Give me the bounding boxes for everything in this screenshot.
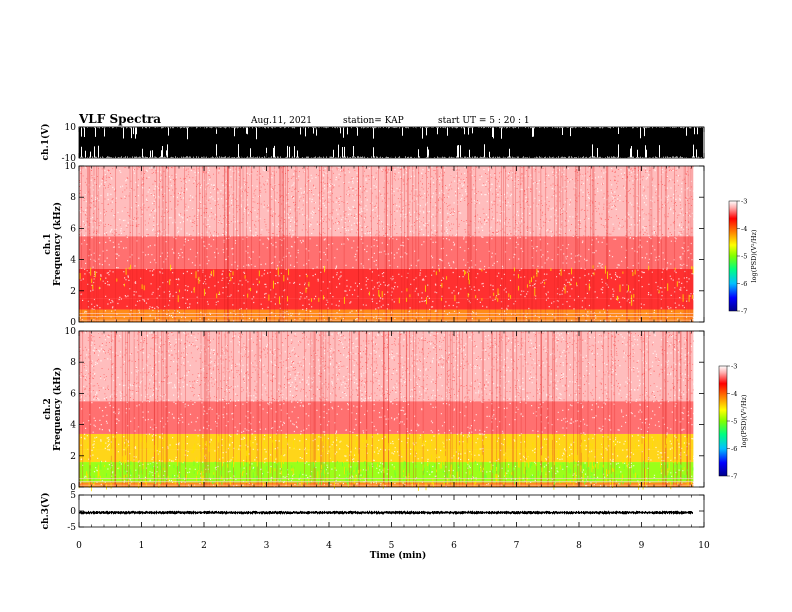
x-tick-label: 10 [698,541,710,551]
colorbar-tick-label: -5 [741,253,747,261]
colorbar-tick-label: -6 [741,280,747,288]
spectrogram-sparks [79,264,694,306]
x-tick-label: 6 [451,541,457,551]
x-tick-label: 2 [201,541,207,551]
x-tick-label: 1 [139,541,145,551]
spectrogram-band [79,462,694,483]
y-tick-label: 4 [70,421,76,431]
ch2-spectrogram-image [78,330,704,492]
ch1-waveform-ylabel: ch.1(V) [40,124,51,161]
x-tick-label: 8 [576,541,582,551]
spectrogram-noise [79,330,694,402]
ch3-waveform-ylabel: ch.3(V) [40,493,51,530]
x-tick-label: 3 [264,541,270,551]
ch1-waveform-panel: 10 -10 ch.1(V) [40,123,705,164]
x-tick-label: 9 [639,541,645,551]
y-tick-label: 8 [70,358,76,368]
time-axis: 0 1 2 3 4 5 6 7 8 9 10 [76,541,710,551]
ch2-colorbar-label: log(PSD)(V²/Hz) [740,394,748,447]
date-label: Aug.11, 2021 [250,116,312,126]
ch2-spectrogram-ylabel-bottom: Frequency (kHz) [52,367,63,451]
ch1-waveform-line [79,127,703,158]
spectrogram-band [79,331,694,402]
ch3-waveform-line [79,510,693,515]
colorbar-tick-label: -4 [731,390,737,398]
ch1-colorbar: -3 -4 -5 -6 -7 log(PSD)(V²/Hz) [728,198,758,316]
colorbar-tick-label: -7 [731,473,737,481]
colorbar-tick-label: -3 [731,363,737,371]
x-tick-label: 0 [76,541,82,551]
ch3-waveform-trace [79,510,693,515]
ch2-colorbar: -3 -4 -5 -6 -7 log(PSD)(V²/Hz) [718,363,748,481]
ch1-colorbar-scale [728,200,738,312]
sferic-lines [79,331,691,487]
ch2-spectrogram-ylabel-top: ch.2 [43,398,53,419]
spectrogram-band [79,433,694,450]
colorbar-tick-label: -3 [741,198,747,206]
y-tick-label: 6 [70,224,76,234]
y-tick-label: 0 [70,507,76,517]
colorbar-tick-label: -5 [731,418,737,426]
colorbar-tick-label: -6 [731,445,737,453]
x-tick-label: 7 [514,541,520,551]
ch1-waveform-trace [79,127,703,158]
colorbar-tick-label: -7 [741,308,747,316]
y-tick-label: -5 [67,523,76,533]
x-axis-label: Time (min) [370,550,427,561]
ch1-spectrogram-image [79,165,704,323]
x-tick-label: 4 [326,541,332,551]
y-tick-label: 0 [70,483,76,493]
colorbar-tick-label: -4 [741,225,747,233]
y-tick-label: 10 [65,162,77,172]
ch1-spectrogram-ylabel-bottom: Frequency (kHz) [52,202,63,286]
y-tick-label: 4 [70,256,76,266]
ch2-spectrogram-panel: 0 2 4 6 8 10 ch.2 Frequency (kHz) -3 -4 -5 -6 -7 … [43,327,748,493]
y-tick-label: 5 [70,491,76,501]
station-label: station= KAP [343,116,404,126]
y-tick-label: 2 [70,287,76,297]
ch1-spectrogram-ylabel-top: ch.1 [43,233,53,254]
y-tick-label: 0 [70,318,76,328]
sferic-lines [81,166,693,322]
spectrogram-band [79,401,694,434]
figure-title: VLF Spectra [78,112,161,126]
y-tick-label: 6 [70,389,76,399]
x-tick-label: 5 [389,541,395,551]
ch1-colorbar-label: log(PSD)(V²/Hz) [750,229,758,282]
ch3-waveform-panel: 5 0 -5 ch.3(V) [40,491,705,533]
spectrogram-green-sparks [89,460,694,486]
y-tick-label: 2 [70,452,76,462]
y-tick-label: -10 [62,154,77,164]
start-ut-label: start UT = 5 : 20 : 1 [438,116,530,126]
spectrogram-band [79,482,694,487]
y-tick-label: 10 [65,123,77,133]
ch1-spectrogram-panel: 0 2 4 6 8 10 ch.1 Frequency (kHz) -3 -4 -5 -6 -7 … [43,162,758,328]
ch2-colorbar-scale [718,365,728,477]
spectrogram-band [79,449,694,463]
y-tick-label: 8 [70,193,76,203]
y-tick-label: 10 [65,327,77,337]
